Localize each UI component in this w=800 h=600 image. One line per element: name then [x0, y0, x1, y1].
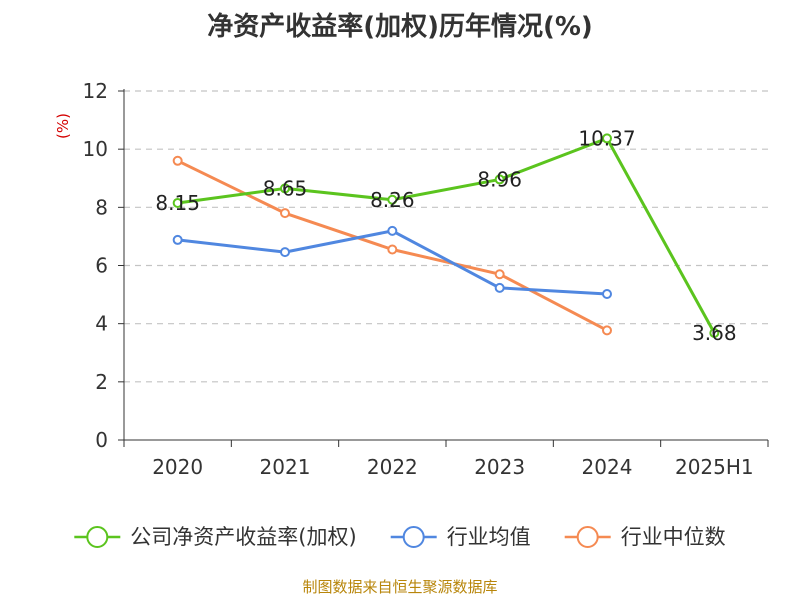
legend-swatch-marker: [86, 526, 109, 548]
data-point: [172, 197, 183, 208]
legend-label: 行业中位数: [621, 525, 726, 549]
series-layer: [172, 133, 720, 338]
axis-layer: 0 2 4 6 8 10 12 (%) 2020 2021 2022 2023 2024 2025H1: [54, 79, 769, 479]
y-axis-label: (%): [54, 113, 72, 139]
series-line: [177, 229, 608, 296]
legend-swatch-marker: [576, 526, 599, 548]
data-point: [387, 244, 398, 255]
data-point: [602, 289, 612, 300]
x-tick-label: 2021: [260, 455, 311, 479]
data-point: [494, 282, 505, 293]
x-tick-label: 2020: [152, 455, 203, 479]
y-tick-label: 6: [95, 254, 108, 278]
x-tick-label: 2023: [474, 455, 525, 479]
data-label: 8.96: [477, 167, 522, 191]
y-tick-label: 2: [95, 370, 108, 394]
data-label: 3.68: [692, 321, 737, 345]
grid-layer: [124, 90, 768, 383]
y-tick-label: 10: [83, 137, 108, 161]
data-point: [709, 327, 720, 338]
x-tick-label: 2024: [582, 455, 633, 479]
source-note: 制图数据来自恒生聚源数据库: [302, 578, 498, 596]
legend-label: 公司净资产收益率(加权): [130, 525, 356, 549]
y-tick-label: 0: [95, 428, 108, 452]
data-point: [387, 225, 398, 236]
data-label: 8.65: [263, 176, 308, 200]
series-line: [177, 136, 716, 334]
x-tick-label: 2022: [367, 455, 418, 479]
data-label: 10.37: [578, 126, 635, 150]
data-label: 8.26: [370, 188, 415, 212]
x-tick-label: 2025H1: [675, 455, 754, 479]
chart-title: 净资产收益率(加权)历年情况(%): [207, 12, 593, 42]
legend: 公司净资产收益率(加权) 行业均值 行业中位数: [74, 525, 726, 549]
legend-label: 行业均值: [447, 525, 531, 549]
data-point: [494, 269, 505, 280]
data-point: [387, 194, 398, 205]
data-label: 8.15: [155, 191, 200, 215]
data-label-layer: 8.15 8.65 8.26 8.96 10.37 3.68: [155, 126, 736, 345]
legend-swatch-marker: [402, 526, 425, 548]
data-point: [494, 174, 505, 185]
data-point: [172, 234, 183, 245]
data-point: [280, 208, 290, 219]
y-tick-label: 4: [95, 312, 108, 336]
y-tick-label: 8: [95, 195, 108, 219]
y-tick-label: 12: [83, 79, 108, 103]
data-point: [602, 133, 612, 144]
data-point: [280, 183, 290, 194]
data-point: [172, 155, 183, 166]
data-point: [280, 247, 290, 258]
data-point: [602, 325, 612, 336]
